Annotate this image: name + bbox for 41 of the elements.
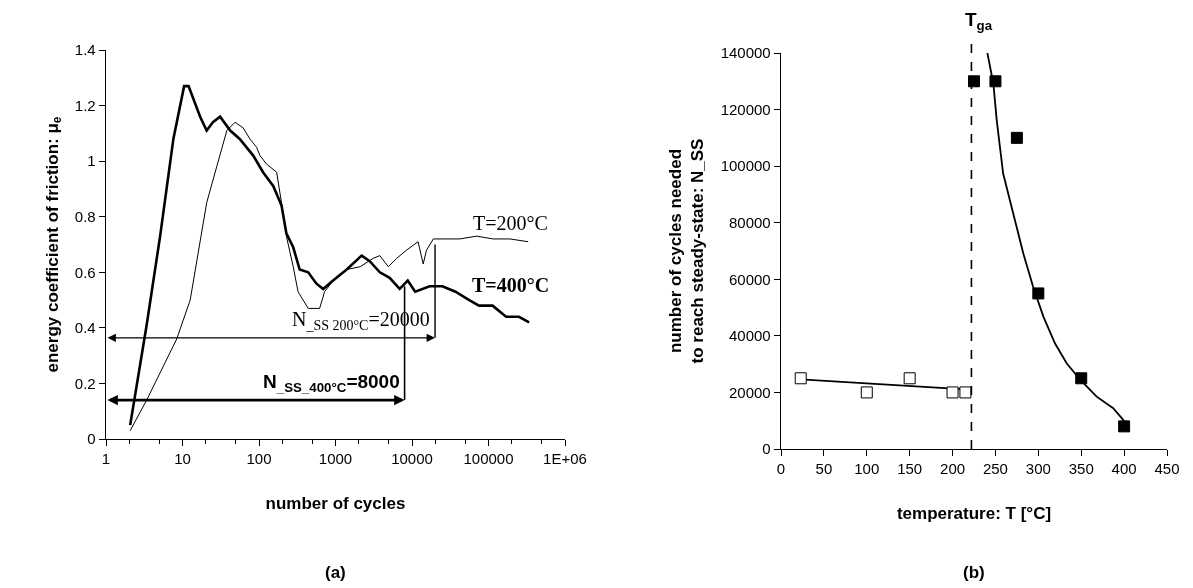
y-tick-label: 0.4: [74, 319, 96, 337]
y-tick-label: 0.8: [74, 207, 96, 225]
x-tick-label: 1E+06: [543, 450, 587, 468]
y-tick-label: 0.2: [74, 374, 96, 392]
text: (a): [325, 563, 346, 582]
x-tick-label: 400: [1111, 460, 1137, 478]
x-tick-label: 300: [1025, 460, 1051, 478]
text: (b): [963, 563, 985, 582]
x-tick-label: 150: [897, 460, 923, 478]
y-tick-label: 1.2: [74, 96, 96, 114]
x-tick-label: 450: [1154, 460, 1180, 478]
y-tick-label: 1: [87, 152, 96, 170]
x-tick-label: 10000: [391, 450, 433, 468]
y-tick-label: 0.6: [74, 263, 96, 281]
x-axis-title: temperature: T [°C]: [896, 503, 1052, 523]
x-tick-label: 1000: [318, 450, 353, 468]
x-tick-label: 0: [776, 460, 786, 478]
x-tick-label: 10: [174, 450, 191, 468]
ref-line-label: T$_{ga}$: [965, 9, 993, 33]
x-tick-label: 100: [246, 450, 272, 468]
y-tick-label: 20000: [728, 383, 771, 401]
x-tick-label: 50: [815, 460, 833, 478]
x-axis-title: number of cycles: [265, 493, 406, 513]
y-tick-label: 120000: [720, 100, 771, 118]
x-tick-label: 100000: [463, 450, 514, 468]
y-tick-label: 1.4: [74, 41, 96, 59]
x-tick-label: 250: [982, 460, 1008, 478]
series-label: T=400°C: [472, 274, 550, 296]
y-tick-label: 80000: [728, 213, 771, 231]
x-tick-label: 100: [854, 460, 880, 478]
series-label: T=200°C: [473, 212, 548, 234]
annotation: N$_{_SS_400°C}$=8000: [263, 371, 400, 395]
y-axis-title: number of cycles needed to reach steady-state: N_SS: [666, 138, 708, 364]
x-tick-label: 200: [940, 460, 966, 478]
y-tick-label: 140000: [720, 44, 771, 62]
x-tick-label: 1: [101, 450, 111, 468]
y-tick-label: 100000: [720, 157, 771, 175]
x-tick-label: 350: [1068, 460, 1094, 478]
y-tick-label: 40000: [728, 327, 771, 345]
y-tick-label: 0: [87, 430, 96, 448]
y-tick-label: 60000: [728, 270, 771, 288]
